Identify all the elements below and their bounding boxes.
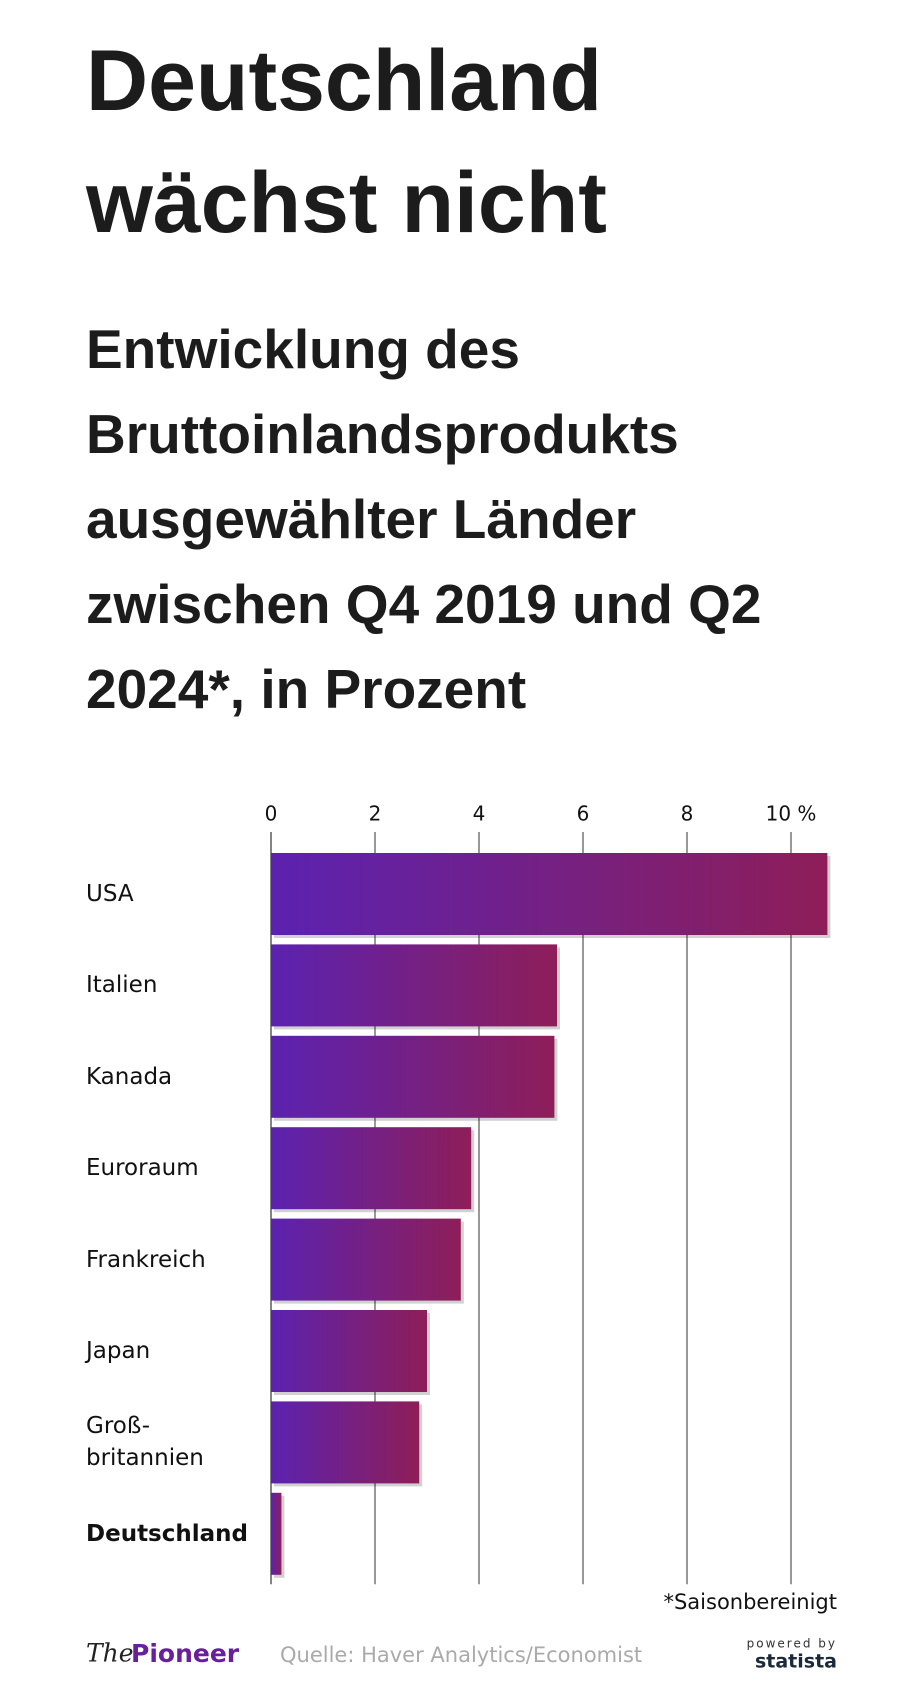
bar (271, 1218, 461, 1301)
powered-brand: statista (755, 1651, 837, 1673)
note: *Saisonbereinigt (663, 1590, 837, 1614)
bar (271, 1035, 555, 1118)
bar (271, 944, 557, 1027)
bar (271, 1492, 282, 1575)
category-label: USA (86, 881, 134, 907)
bar (271, 1401, 420, 1484)
x-tick-label: 10 % (766, 802, 817, 826)
category-label: Groß- britannien (86, 1413, 204, 1472)
x-tick-label: 0 (265, 802, 278, 826)
title: Deutschland wächst nicht (86, 33, 607, 251)
logo-the: The (86, 1639, 134, 1668)
category-label: Japan (86, 1338, 151, 1364)
category-label: Deutschland (86, 1520, 248, 1547)
x-tick-label: 4 (473, 802, 486, 826)
category-label: Frankreich (86, 1246, 206, 1273)
bar (271, 1127, 472, 1210)
powered-by: powered by (747, 1637, 837, 1651)
x-tick-label: 6 (577, 802, 590, 826)
category-label: Italien (86, 972, 158, 999)
x-tick-label: 8 (681, 802, 694, 826)
category-label: Euroraum (86, 1155, 199, 1182)
source: Quelle: Haver Analytics/Economist (280, 1643, 642, 1667)
logo-name: Pioneer (131, 1639, 240, 1668)
x-tick-label: 2 (369, 802, 382, 826)
category-label: Kanada (86, 1063, 173, 1090)
bar (271, 853, 828, 935)
subtitle: Entwicklung des Bruttoinlandsprodukts au… (86, 318, 762, 720)
bar (271, 1310, 427, 1392)
